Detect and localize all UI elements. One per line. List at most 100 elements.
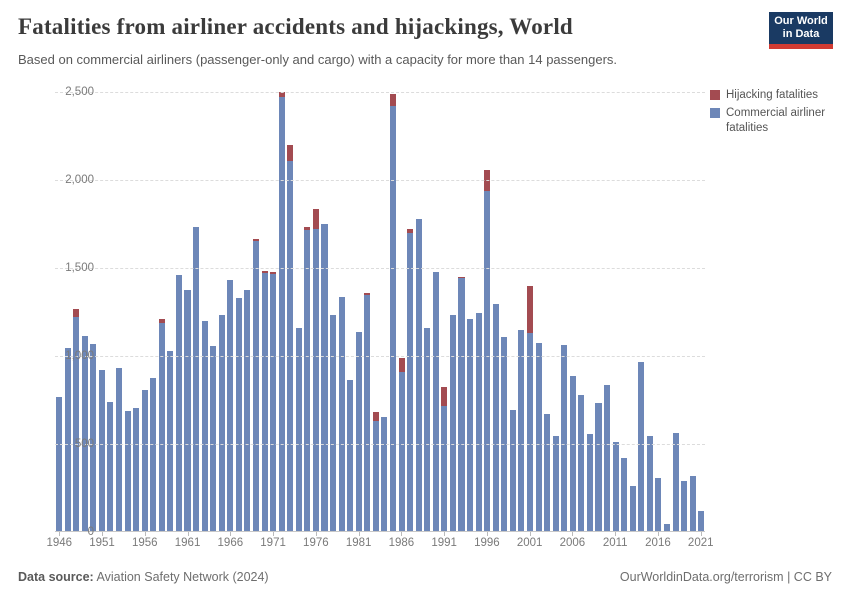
- bar-1974[interactable]: [295, 92, 302, 531]
- bar-1993[interactable]: [458, 92, 465, 531]
- x-tick-mark-1966: [230, 532, 232, 536]
- bar-1977[interactable]: [321, 92, 328, 531]
- bar-1988[interactable]: [415, 92, 422, 531]
- bar-1955[interactable]: [133, 92, 140, 531]
- bar-1987[interactable]: [407, 92, 414, 531]
- bar-1973[interactable]: [287, 92, 294, 531]
- bar-1965-commercial-segment: [218, 315, 225, 531]
- bar-1961-commercial-segment: [184, 289, 191, 531]
- bar-2008[interactable]: [586, 92, 593, 531]
- bar-2009[interactable]: [595, 92, 602, 531]
- bar-1949[interactable]: [81, 92, 88, 531]
- bar-1990[interactable]: [432, 92, 439, 531]
- bar-1987-hijacking-segment: [407, 229, 414, 233]
- bar-2021[interactable]: [698, 92, 705, 531]
- bar-1954[interactable]: [124, 92, 131, 531]
- bar-1991[interactable]: [441, 92, 448, 531]
- bar-1963-commercial-segment: [201, 320, 208, 531]
- bar-1981-commercial-segment: [355, 332, 362, 531]
- bar-1960[interactable]: [175, 92, 182, 531]
- page-title: Fatalities from airliner accidents and h…: [18, 14, 573, 39]
- bar-1969-commercial-segment: [252, 241, 259, 531]
- bar-1953[interactable]: [115, 92, 122, 531]
- x-tick-mark-1971: [273, 532, 275, 536]
- bar-1982[interactable]: [364, 92, 371, 531]
- bar-2017[interactable]: [663, 92, 670, 531]
- bar-2002-commercial-segment: [535, 342, 542, 531]
- bar-1953-commercial-segment: [115, 368, 122, 531]
- bar-1959[interactable]: [167, 92, 174, 531]
- bar-1965[interactable]: [218, 92, 225, 531]
- bar-1948[interactable]: [73, 92, 80, 531]
- bar-2010[interactable]: [604, 92, 611, 531]
- bar-2015[interactable]: [646, 92, 653, 531]
- owid-url-link[interactable]: OurWorldinData.org/terrorism | CC BY: [619, 570, 832, 584]
- bar-2011[interactable]: [612, 92, 619, 531]
- bar-2003[interactable]: [544, 92, 551, 531]
- bar-1986[interactable]: [398, 92, 405, 531]
- bar-2019[interactable]: [681, 92, 688, 531]
- bar-1996[interactable]: [484, 92, 491, 531]
- bar-1976[interactable]: [312, 92, 319, 531]
- bar-1958[interactable]: [158, 92, 165, 531]
- bar-1975[interactable]: [304, 92, 311, 531]
- bar-1971[interactable]: [270, 92, 277, 531]
- bar-2018[interactable]: [672, 92, 679, 531]
- data-source-value: Aviation Safety Network (2024): [93, 570, 269, 584]
- bar-1981[interactable]: [355, 92, 362, 531]
- bar-1999[interactable]: [509, 92, 516, 531]
- bar-2014-commercial-segment: [638, 362, 645, 531]
- bar-1950[interactable]: [90, 92, 97, 531]
- bar-1994[interactable]: [467, 92, 474, 531]
- bar-1962[interactable]: [193, 92, 200, 531]
- bar-1947[interactable]: [64, 92, 71, 531]
- bar-1972[interactable]: [278, 92, 285, 531]
- bar-1998[interactable]: [501, 92, 508, 531]
- bar-1946[interactable]: [56, 92, 63, 531]
- bar-2007[interactable]: [578, 92, 585, 531]
- bar-1957[interactable]: [150, 92, 157, 531]
- bar-1978[interactable]: [330, 92, 337, 531]
- owid-logo[interactable]: Our World in Data: [769, 12, 833, 49]
- data-source-note: Data source: Aviation Safety Network (20…: [18, 570, 269, 584]
- bar-1985[interactable]: [389, 92, 396, 531]
- bar-1963[interactable]: [201, 92, 208, 531]
- bar-1968[interactable]: [244, 92, 251, 531]
- bar-2016[interactable]: [655, 92, 662, 531]
- bar-1992[interactable]: [449, 92, 456, 531]
- bar-1969[interactable]: [252, 92, 259, 531]
- bar-1951[interactable]: [98, 92, 105, 531]
- bar-1989[interactable]: [424, 92, 431, 531]
- bar-2004[interactable]: [552, 92, 559, 531]
- bar-2000[interactable]: [518, 92, 525, 531]
- bar-2006[interactable]: [569, 92, 576, 531]
- bar-1967[interactable]: [235, 92, 242, 531]
- bar-2003-commercial-segment: [544, 413, 551, 531]
- bar-1966[interactable]: [227, 92, 234, 531]
- bar-2012[interactable]: [621, 92, 628, 531]
- x-axis-label-1996: 1996: [474, 537, 500, 549]
- bar-2005[interactable]: [561, 92, 568, 531]
- bar-2016-commercial-segment: [655, 478, 662, 531]
- bar-2002[interactable]: [535, 92, 542, 531]
- bar-2020[interactable]: [689, 92, 696, 531]
- bar-1997[interactable]: [492, 92, 499, 531]
- bar-1980[interactable]: [347, 92, 354, 531]
- bar-1983[interactable]: [372, 92, 379, 531]
- bar-1964[interactable]: [210, 92, 217, 531]
- bar-1979[interactable]: [338, 92, 345, 531]
- bar-2013[interactable]: [629, 92, 636, 531]
- bar-1952[interactable]: [107, 92, 114, 531]
- y-axis-label-0: 0: [87, 526, 94, 538]
- bar-1970[interactable]: [261, 92, 268, 531]
- bar-1958-commercial-segment: [158, 323, 165, 531]
- legend-item-hijacking[interactable]: Hijacking fatalities: [710, 88, 842, 102]
- bar-1984[interactable]: [381, 92, 388, 531]
- legend-item-commercial[interactable]: Commercial airliner fatalities: [710, 106, 842, 135]
- bar-1956[interactable]: [141, 92, 148, 531]
- bar-1961[interactable]: [184, 92, 191, 531]
- bar-1982-hijacking-segment: [364, 293, 371, 296]
- bar-1995[interactable]: [475, 92, 482, 531]
- bar-2001[interactable]: [526, 92, 533, 531]
- bar-2014[interactable]: [638, 92, 645, 531]
